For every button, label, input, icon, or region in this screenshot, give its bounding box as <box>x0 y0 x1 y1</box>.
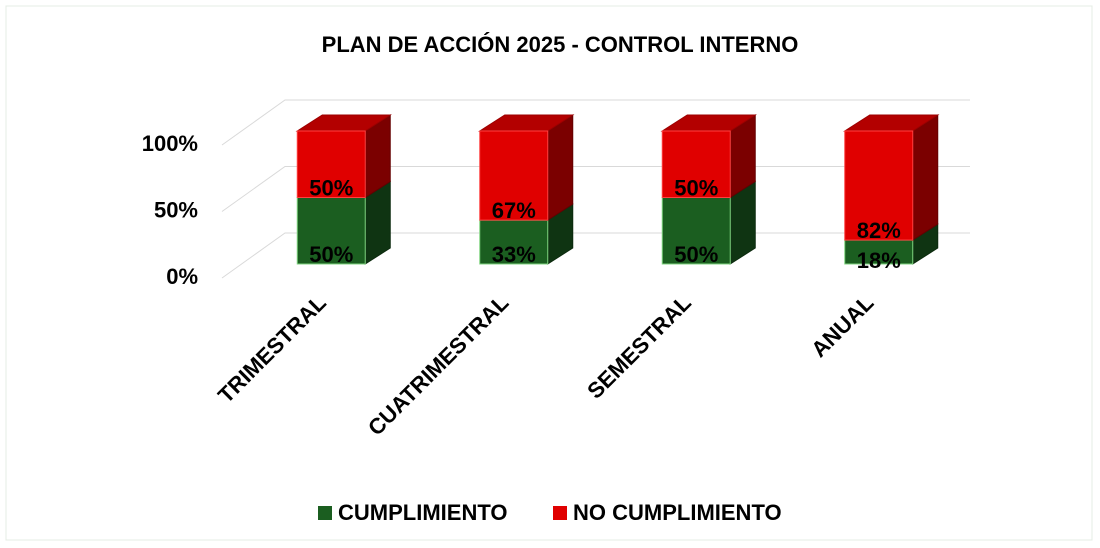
data-label: 18% <box>857 248 901 273</box>
bar <box>661 130 731 198</box>
data-label: 33% <box>492 242 536 267</box>
bar <box>296 130 366 198</box>
bar-segment: 33% <box>479 203 574 267</box>
y-tick-label: 100% <box>142 131 198 156</box>
data-label: 50% <box>674 242 718 267</box>
bar-segment: 67% <box>478 114 575 223</box>
legend-swatch <box>553 506 567 520</box>
chart-title: PLAN DE ACCIÓN 2025 - CONTROL INTERNO <box>322 32 799 57</box>
bar-segment: 82% <box>843 114 940 243</box>
y-tick-label: 0% <box>166 264 198 289</box>
bar <box>844 130 914 241</box>
data-label: 50% <box>309 175 353 200</box>
bar <box>479 130 549 221</box>
chart-frame <box>5 5 1093 541</box>
bar-side <box>912 114 939 241</box>
bar-segment: 18% <box>844 223 939 273</box>
data-label: 67% <box>492 198 536 223</box>
bar-segment: 50% <box>660 114 757 200</box>
grid-line <box>221 99 970 146</box>
data-label: 50% <box>309 242 353 267</box>
data-label: 82% <box>857 218 901 243</box>
bar-segment: 50% <box>295 114 392 200</box>
legend-label: NO CUMPLIMIENTO <box>573 500 782 525</box>
bar <box>661 197 731 265</box>
bar-segment: 50% <box>661 180 756 267</box>
data-label: 50% <box>674 175 718 200</box>
legend-label: CUMPLIMIENTO <box>338 500 507 525</box>
legend-swatch <box>318 506 332 520</box>
y-tick-label: 50% <box>154 197 198 222</box>
bar-side <box>547 114 574 222</box>
